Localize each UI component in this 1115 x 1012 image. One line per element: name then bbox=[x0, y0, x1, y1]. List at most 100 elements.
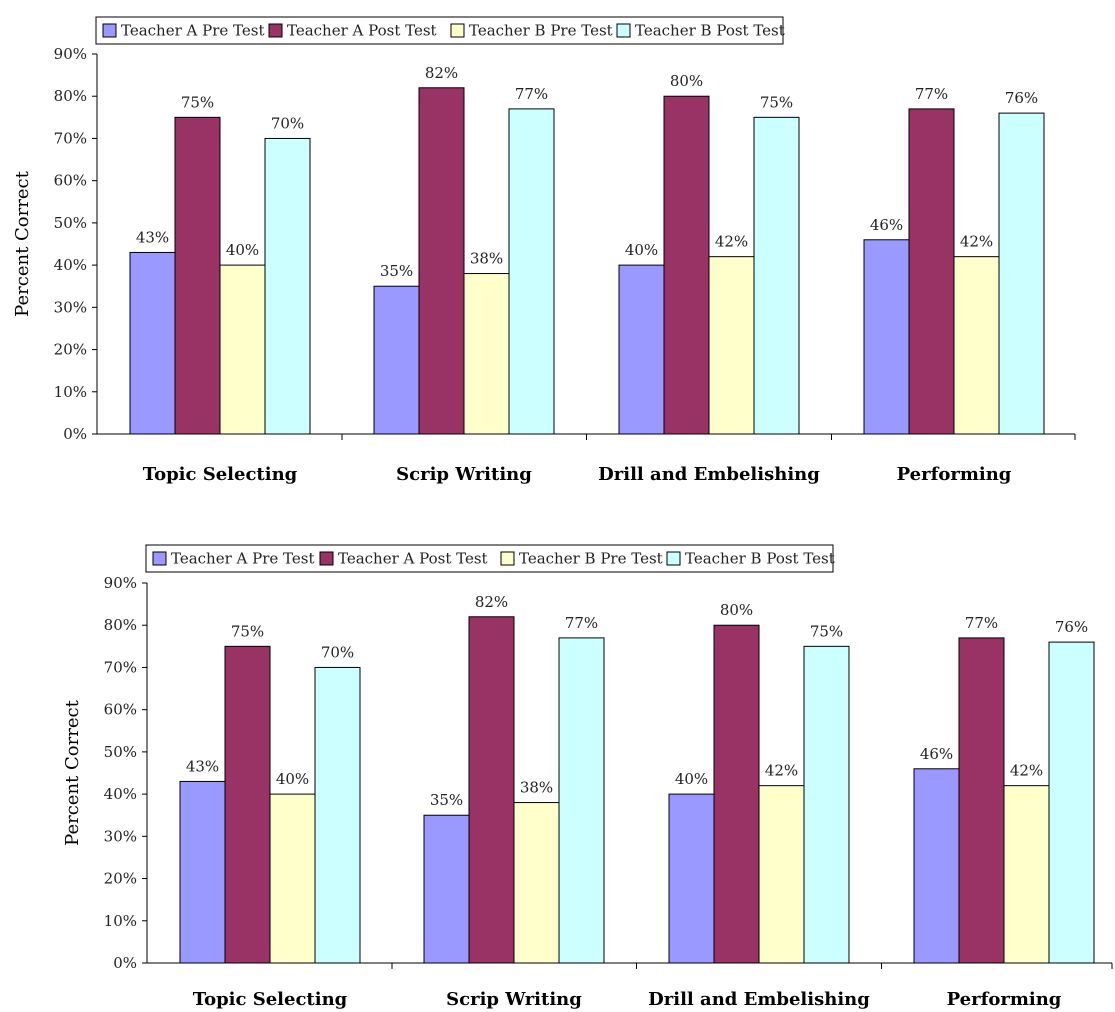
legend-label: Teacher A Post Test bbox=[287, 22, 437, 40]
data-label: 77% bbox=[565, 614, 598, 632]
bar bbox=[264, 137, 311, 435]
data-label: 75% bbox=[231, 622, 264, 640]
bar bbox=[998, 112, 1045, 435]
y-tick-label: 0% bbox=[63, 425, 87, 443]
data-label: 46% bbox=[870, 216, 903, 234]
legend-label: Teacher B Post Test bbox=[685, 550, 835, 568]
data-label: 82% bbox=[425, 64, 458, 82]
legend-box bbox=[145, 544, 834, 573]
legend-label: Teacher A Pre Test bbox=[171, 550, 315, 568]
data-label: 42% bbox=[1010, 762, 1043, 780]
legend: Teacher A Pre Test Teacher A Post Test Tea… bbox=[95, 16, 785, 45]
legend-label: Teacher B Post Test bbox=[635, 22, 785, 40]
y-tick-label: 50% bbox=[54, 214, 87, 232]
bar bbox=[958, 637, 1005, 964]
bar bbox=[708, 256, 755, 435]
y-tick-label: 60% bbox=[104, 701, 137, 719]
y-tick-label: 20% bbox=[104, 870, 137, 888]
y-tick-label: 30% bbox=[104, 827, 137, 845]
data-label: 70% bbox=[271, 114, 304, 132]
data-label: 35% bbox=[380, 262, 413, 280]
bar bbox=[468, 616, 515, 964]
bar bbox=[179, 780, 226, 964]
y-tick-label: 60% bbox=[54, 172, 87, 190]
y-tick-label: 80% bbox=[104, 616, 137, 634]
bar bbox=[618, 264, 665, 435]
y-axis-label: Percent Correct bbox=[12, 170, 33, 316]
y-tick-label: 40% bbox=[104, 785, 137, 803]
legend-swatch bbox=[152, 551, 167, 566]
y-tick-label: 50% bbox=[104, 743, 137, 761]
legend-label: Teacher A Pre Test bbox=[121, 22, 265, 40]
y-tick-label: 30% bbox=[54, 298, 87, 316]
category-label: Drill and Embelishing bbox=[648, 989, 870, 1010]
y-tick-label: 10% bbox=[54, 383, 87, 401]
data-label: 75% bbox=[810, 622, 843, 640]
bar bbox=[129, 251, 176, 435]
bar bbox=[908, 108, 955, 435]
bar bbox=[463, 273, 510, 435]
y-tick-label: 10% bbox=[104, 912, 137, 930]
y-tick-label: 90% bbox=[104, 574, 137, 592]
data-label: 75% bbox=[760, 93, 793, 111]
bar bbox=[558, 637, 605, 964]
category-label: Drill and Embelishing bbox=[598, 464, 820, 485]
data-label: 40% bbox=[226, 241, 259, 259]
data-label: 76% bbox=[1055, 618, 1088, 636]
data-label: 40% bbox=[675, 770, 708, 788]
legend-swatch bbox=[666, 551, 681, 566]
y-tick-label: 70% bbox=[104, 658, 137, 676]
bar bbox=[1003, 785, 1050, 964]
legend-swatch bbox=[616, 23, 631, 38]
data-label: 38% bbox=[520, 779, 553, 797]
data-label: 77% bbox=[965, 614, 998, 632]
legend-label: Teacher B Pre Test bbox=[519, 550, 663, 568]
bar bbox=[953, 256, 1000, 435]
data-label: 38% bbox=[470, 250, 503, 268]
legend: Teacher A Pre Test Teacher A Post Test Tea… bbox=[145, 544, 835, 573]
y-tick-label: 80% bbox=[54, 87, 87, 105]
legend-swatch bbox=[102, 23, 117, 38]
data-label: 80% bbox=[720, 601, 753, 619]
bar bbox=[373, 285, 420, 435]
bar bbox=[803, 645, 850, 964]
y-tick-label: 0% bbox=[113, 954, 137, 972]
data-label: 75% bbox=[181, 93, 214, 111]
data-label: 42% bbox=[715, 233, 748, 251]
data-label: 40% bbox=[276, 770, 309, 788]
legend-box bbox=[95, 16, 784, 45]
bar bbox=[668, 793, 715, 964]
bar bbox=[863, 239, 910, 435]
legend-swatch bbox=[319, 551, 334, 566]
bar-chart-top: 0% 10% 20% 30% 40% 50% 60% 70% 80% 90% 43% 35% 40% 46… bbox=[12, 16, 1076, 485]
y-axis-label: Percent Correct bbox=[62, 699, 83, 845]
category-label: Scrip Writing bbox=[446, 989, 582, 1010]
bar bbox=[508, 108, 555, 435]
bar bbox=[224, 645, 271, 964]
category-label: Topic Selecting bbox=[193, 989, 348, 1010]
bar-chart-bottom: 0% 10% 20% 30% 40% 50% 60% 70% 80% 90% 43% 35% 40% 46… bbox=[62, 544, 1113, 1010]
legend-swatch bbox=[450, 23, 465, 38]
bar bbox=[513, 802, 560, 964]
bar bbox=[174, 116, 221, 435]
category-label: Performing bbox=[897, 464, 1012, 485]
bar bbox=[423, 814, 470, 964]
data-label: 35% bbox=[430, 791, 463, 809]
bar bbox=[713, 624, 760, 964]
legend-swatch bbox=[268, 23, 283, 38]
legend-label: Teacher A Post Test bbox=[338, 550, 488, 568]
bar bbox=[1048, 641, 1095, 964]
bar bbox=[663, 95, 710, 435]
data-label: 70% bbox=[321, 643, 354, 661]
data-label: 76% bbox=[1005, 89, 1038, 107]
legend-swatch bbox=[500, 551, 515, 566]
data-label: 42% bbox=[960, 233, 993, 251]
y-tick-label: 20% bbox=[54, 341, 87, 359]
data-label: 42% bbox=[765, 762, 798, 780]
data-label: 43% bbox=[186, 757, 219, 775]
legend-label: Teacher B Pre Test bbox=[469, 22, 613, 40]
data-label: 82% bbox=[475, 593, 508, 611]
bar bbox=[418, 87, 465, 435]
data-label: 77% bbox=[515, 85, 548, 103]
